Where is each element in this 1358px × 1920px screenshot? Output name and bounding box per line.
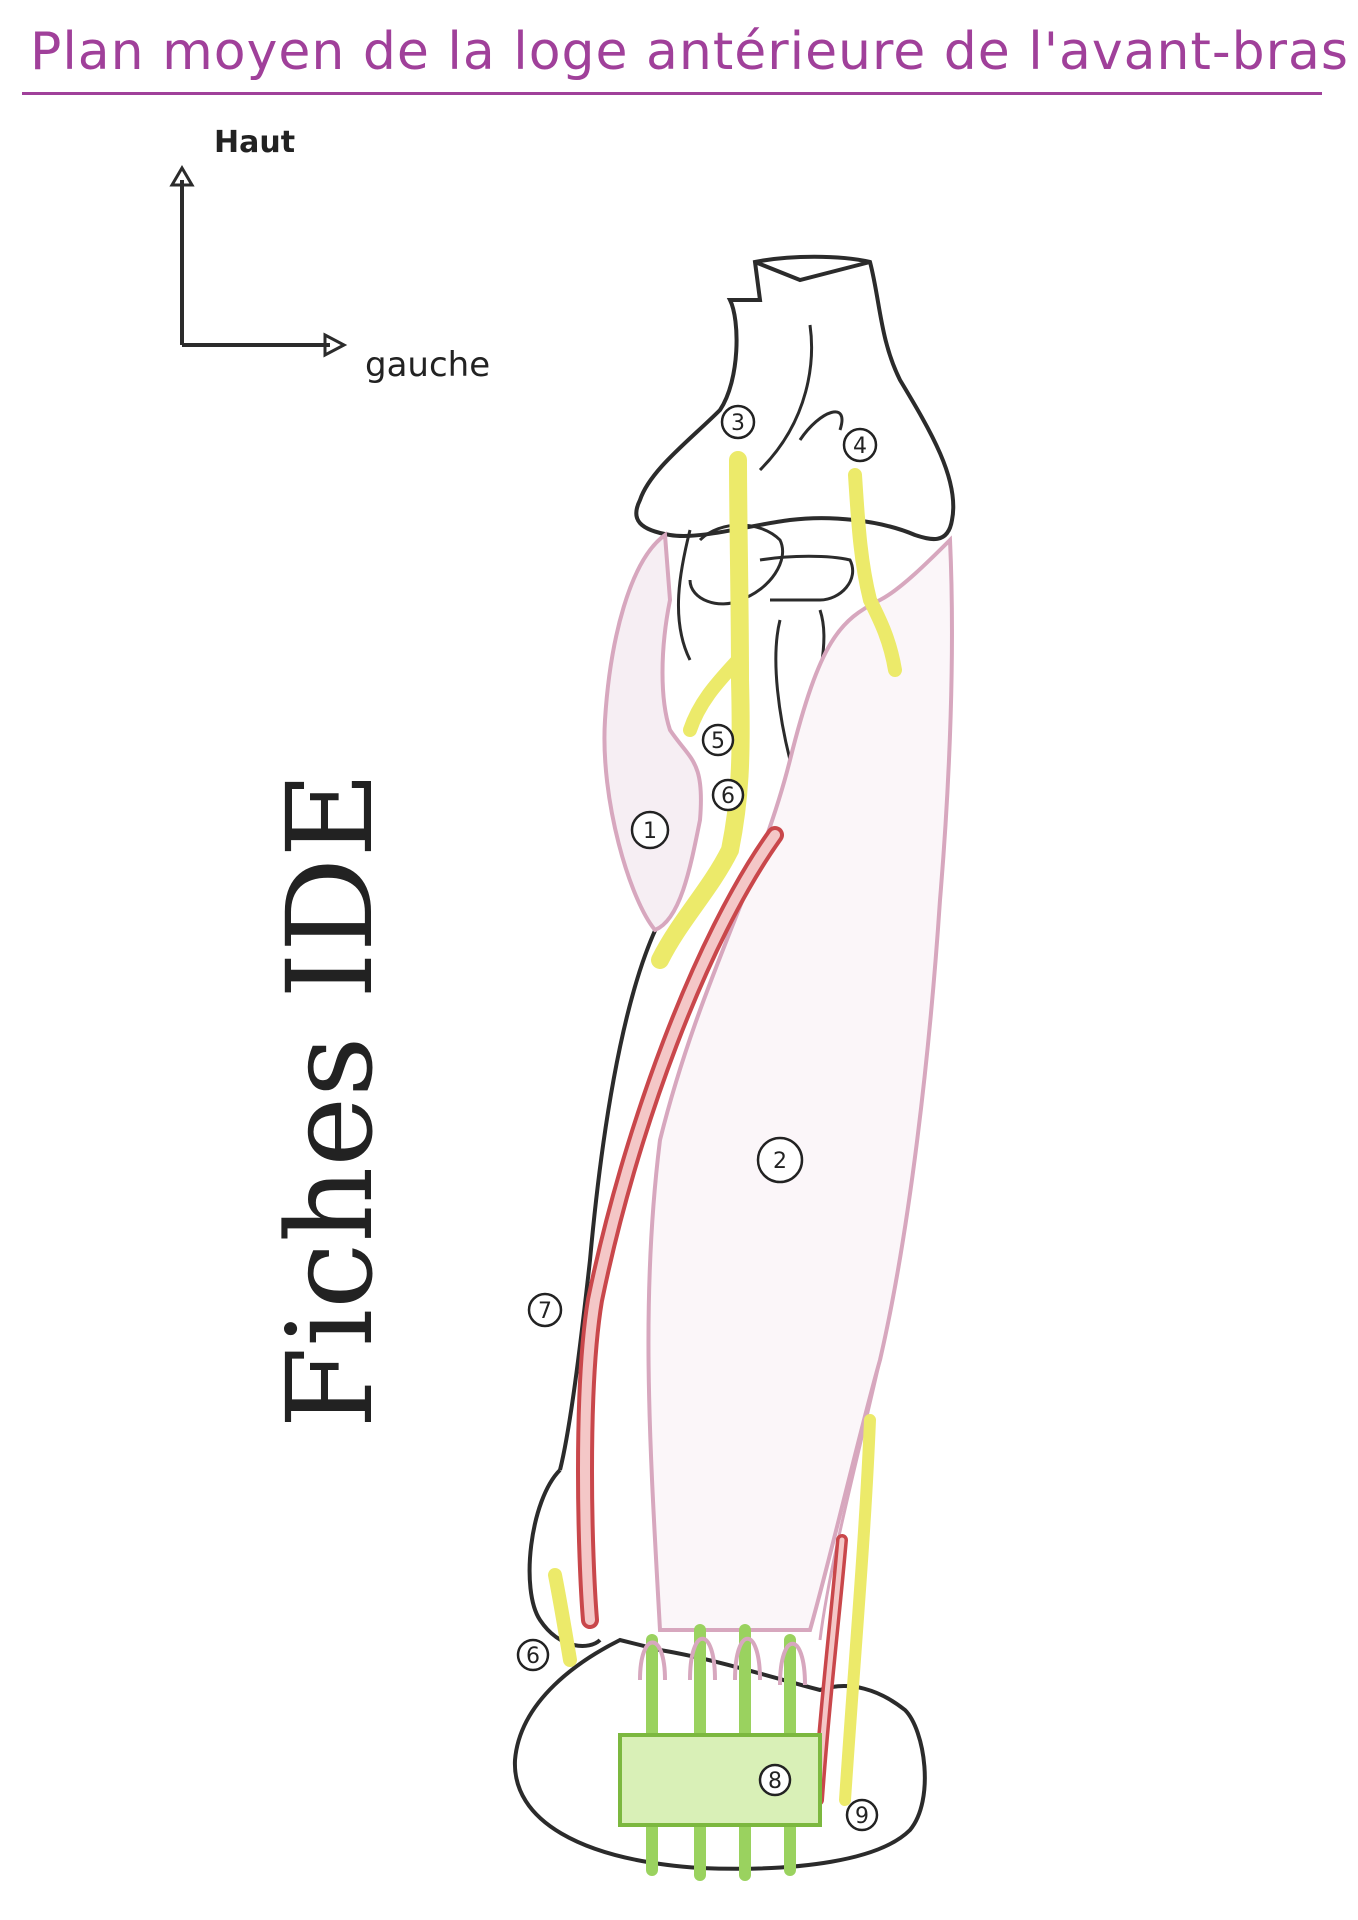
- muscle-2: [646, 535, 954, 1632]
- svg-text:2: 2: [773, 1149, 787, 1174]
- svg-text:8: 8: [768, 1769, 782, 1794]
- title-underline: [22, 92, 1322, 95]
- arrow-up-icon: [169, 165, 195, 187]
- label-2: 2: [756, 1136, 804, 1184]
- svg-text:6: 6: [526, 1644, 540, 1669]
- humerus-outline: [634, 254, 956, 542]
- label-5: 5: [701, 723, 735, 757]
- svg-text:9: 9: [855, 1804, 869, 1829]
- label-6b: 6: [516, 1638, 550, 1672]
- flexor-retinaculum: [618, 1733, 822, 1827]
- label-1: 1: [630, 810, 670, 850]
- svg-text:7: 7: [538, 1299, 552, 1324]
- nerve-median: [651, 451, 750, 969]
- direction-left-label: gauche: [365, 345, 491, 385]
- svg-text:4: 4: [853, 434, 867, 459]
- svg-text:3: 3: [731, 411, 745, 436]
- watermark-text: Fiches IDE: [261, 771, 399, 1429]
- page-title: Plan moyen de la loge antérieure de l'av…: [30, 22, 1350, 82]
- label-6a: 6: [711, 778, 745, 812]
- nerve-ulnar: [848, 468, 902, 677]
- svg-text:6: 6: [721, 784, 735, 809]
- label-9: 9: [845, 1798, 879, 1832]
- label-8: 8: [758, 1763, 792, 1797]
- direction-up-label: Haut: [214, 125, 296, 160]
- svg-text:5: 5: [711, 729, 725, 754]
- label-7: 7: [527, 1292, 563, 1328]
- arrow-right-icon: [323, 332, 348, 358]
- label-3: 3: [720, 404, 756, 440]
- muscle-1: [602, 531, 703, 933]
- label-4: 4: [842, 427, 878, 463]
- svg-text:1: 1: [643, 819, 657, 844]
